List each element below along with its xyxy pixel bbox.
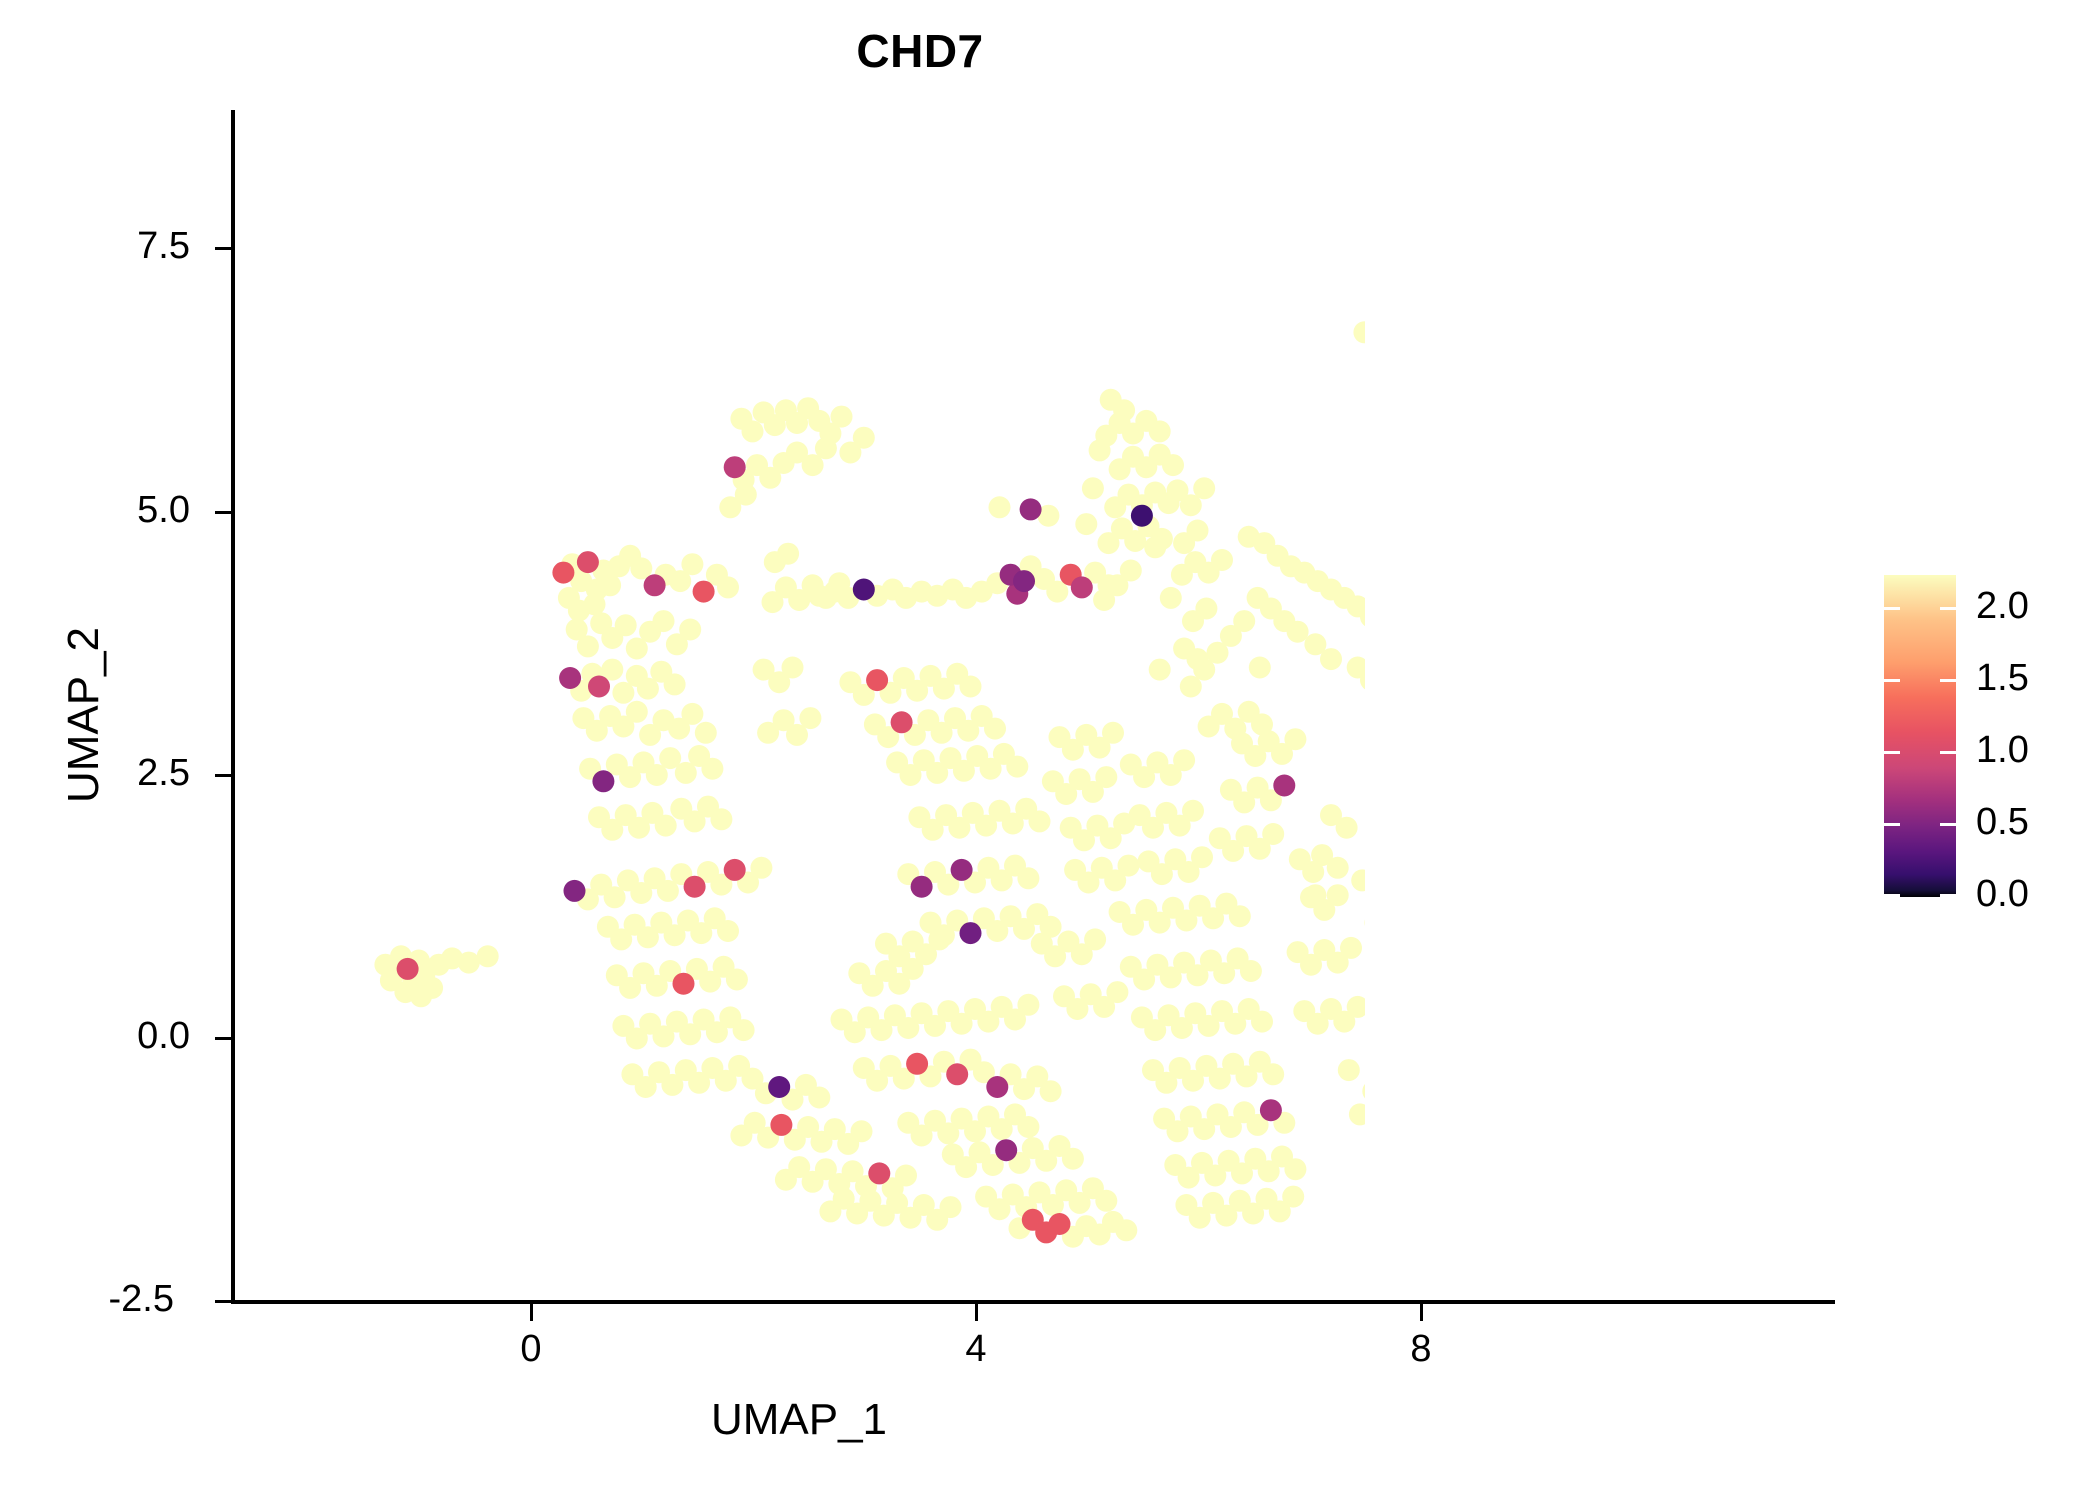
colorbar-label: 1.0 — [1976, 729, 2029, 771]
colorbar-tick — [1884, 894, 1900, 897]
x-tick-mark — [975, 1304, 978, 1321]
colorbar-tick — [1884, 823, 1900, 826]
y-tick-mark — [215, 1037, 231, 1040]
page-title: CHD7 — [856, 25, 984, 77]
x-axis-title: UMAP_1 — [710, 1395, 888, 1444]
y-tick-mark — [215, 774, 231, 777]
x-axis-line — [231, 1300, 1835, 1304]
x-tick-label: 8 — [1410, 1328, 1432, 1370]
colorbar-legend: 2.0 1.5 1.0 0.5 0.0 — [1884, 575, 2029, 913]
colorbar-tick — [1940, 751, 1956, 754]
y-tick-mark — [215, 1300, 231, 1303]
colorbar-tick — [1884, 679, 1900, 682]
colorbar-tick — [1940, 679, 1956, 682]
x-tick-label: 0 — [520, 1328, 542, 1370]
y-tick-label: 2.5 — [137, 752, 190, 794]
colorbar-label: 1.5 — [1976, 657, 2029, 699]
y-tick-mark — [215, 247, 231, 250]
x-tick-mark — [530, 1304, 533, 1321]
x-tick-label: 4 — [965, 1328, 987, 1370]
y-axis-line — [231, 110, 235, 1304]
colorbar-label: 0.0 — [1976, 873, 2029, 915]
colorbar-tick — [1940, 607, 1956, 610]
y-tick-mark — [215, 511, 231, 514]
colorbar-tick — [1940, 894, 1956, 897]
colorbar-label: 2.0 — [1976, 585, 2029, 627]
colorbar-tick — [1940, 823, 1956, 826]
colorbar-tick — [1884, 607, 1900, 610]
colorbar-gradient — [1884, 575, 1956, 897]
y-tick-label: -2.5 — [108, 1278, 174, 1320]
y-axis-title: UMAP_2 — [59, 626, 108, 804]
scatter-layer — [374, 321, 1365, 1248]
plot-panel — [233, 110, 1365, 1302]
y-tick-label: 0.0 — [137, 1015, 190, 1057]
y-tick-label: 7.5 — [137, 225, 190, 267]
x-tick-mark — [1420, 1304, 1423, 1321]
colorbar-tick — [1884, 751, 1900, 754]
colorbar-label: 0.5 — [1976, 801, 2029, 843]
y-tick-label: 5.0 — [137, 489, 190, 531]
